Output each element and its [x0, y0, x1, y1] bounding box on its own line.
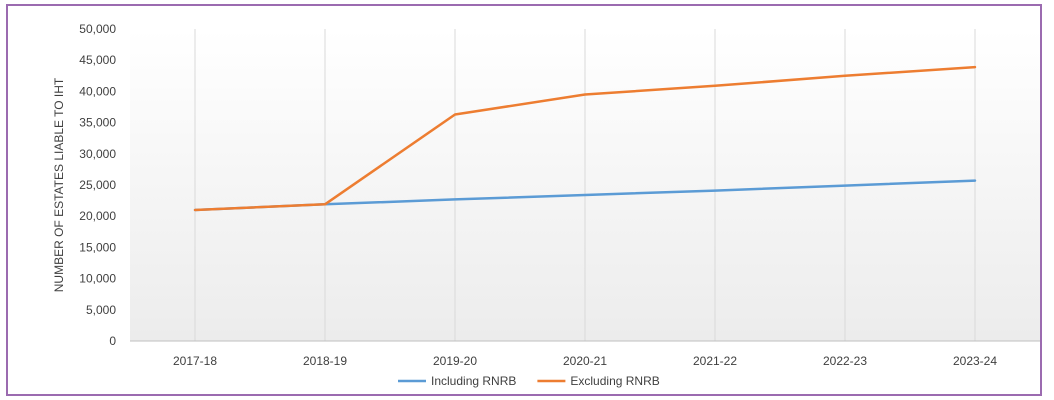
y-tick-label: 50,000 — [79, 22, 116, 36]
y-tick-label: 20,000 — [79, 209, 116, 223]
y-tick-label: 15,000 — [79, 240, 116, 254]
y-tick-label: 5,000 — [86, 303, 116, 317]
series-line-excluding-rnrb — [193, 65, 977, 212]
y-tick-label: 30,000 — [79, 147, 116, 161]
y-tick-label: 35,000 — [79, 116, 116, 130]
y-tick-label: 10,000 — [79, 272, 116, 286]
legend-label-including-rnrb: Including RNRB — [431, 374, 516, 388]
x-tick-label: 2023-24 — [953, 354, 997, 368]
x-tick-label: 2018-19 — [303, 354, 347, 368]
x-tick-label: 2020-21 — [563, 354, 607, 368]
x-tick-label: 2019-20 — [433, 354, 477, 368]
x-tick-label: 2017-18 — [173, 354, 217, 368]
x-tick-label: 2021-22 — [693, 354, 737, 368]
y-axis-label: NUMBER OF ESTATES LIABLE TO IHT — [52, 77, 66, 292]
legend-label-excluding-rnrb: Excluding RNRB — [570, 374, 659, 388]
y-tick-label: 0 — [109, 334, 116, 348]
y-tick-label: 40,000 — [79, 84, 116, 98]
y-tick-label: 45,000 — [79, 53, 116, 67]
y-tick-label: 25,000 — [79, 178, 116, 192]
x-tick-label: 2022-23 — [823, 354, 867, 368]
